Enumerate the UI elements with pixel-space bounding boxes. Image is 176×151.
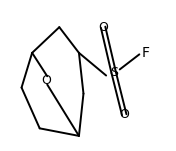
Text: F: F (141, 46, 149, 60)
Text: O: O (41, 74, 51, 87)
Text: S: S (110, 66, 118, 79)
Text: O: O (98, 21, 108, 34)
Text: O: O (119, 108, 129, 121)
